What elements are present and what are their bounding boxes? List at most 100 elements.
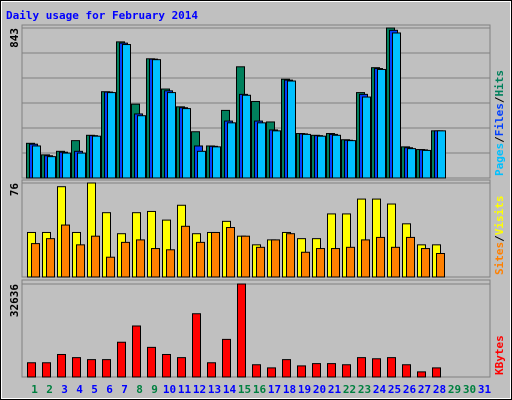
bar bbox=[346, 246, 355, 278]
x-tick-label: 10 bbox=[163, 383, 176, 396]
bar bbox=[32, 145, 41, 179]
legend-entry: Files bbox=[493, 103, 506, 136]
bar bbox=[47, 156, 56, 179]
x-tick-label: 17 bbox=[268, 383, 281, 396]
bar bbox=[166, 249, 175, 278]
x-tick-label: 27 bbox=[418, 383, 431, 396]
x-tick-label: 24 bbox=[373, 383, 387, 396]
bar bbox=[147, 346, 156, 378]
x-tick-label: 23 bbox=[358, 383, 371, 396]
panel bbox=[21, 279, 491, 378]
x-tick-label: 13 bbox=[208, 383, 221, 396]
bar bbox=[391, 246, 400, 278]
bar bbox=[422, 149, 431, 179]
bar bbox=[392, 32, 401, 179]
bar bbox=[271, 239, 280, 278]
bar bbox=[377, 68, 386, 179]
x-tick-label: 14 bbox=[223, 383, 237, 396]
x-tick-label: 16 bbox=[253, 383, 267, 396]
bar bbox=[242, 94, 251, 179]
bar bbox=[362, 96, 371, 179]
bar bbox=[152, 59, 161, 179]
x-tick-label: 1 bbox=[31, 383, 38, 396]
bar bbox=[167, 92, 176, 179]
x-tick-label: 30 bbox=[463, 383, 476, 396]
bar bbox=[347, 140, 356, 179]
bar bbox=[332, 134, 341, 179]
legend-entry: Pages bbox=[493, 143, 506, 176]
bar bbox=[342, 364, 351, 378]
bar bbox=[57, 353, 66, 378]
bar bbox=[241, 235, 250, 278]
bar bbox=[222, 338, 231, 378]
bar bbox=[136, 239, 145, 278]
bar bbox=[437, 130, 446, 179]
bar bbox=[192, 313, 201, 378]
x-tick-label: 31 bbox=[478, 383, 492, 396]
bar bbox=[387, 357, 396, 378]
bar bbox=[151, 248, 160, 278]
bar bbox=[46, 238, 55, 278]
x-tick-label: 12 bbox=[193, 383, 206, 396]
bar bbox=[417, 371, 426, 378]
bar bbox=[76, 244, 85, 278]
chart-title: Daily usage for February 2014 bbox=[6, 9, 198, 22]
x-tick-label: 20 bbox=[313, 383, 326, 396]
bar bbox=[297, 365, 306, 378]
bar bbox=[361, 239, 370, 278]
bar bbox=[122, 44, 131, 179]
bar bbox=[102, 359, 111, 378]
legend-separator: / bbox=[493, 235, 506, 242]
bar bbox=[137, 115, 146, 179]
legend-entry: KBytes bbox=[493, 335, 506, 375]
bar bbox=[421, 248, 430, 278]
x-tick-label: 8 bbox=[136, 383, 143, 396]
bar bbox=[372, 358, 381, 378]
bar bbox=[256, 246, 265, 278]
y-tick-label: 32636 bbox=[8, 284, 21, 317]
x-tick-label: 4 bbox=[76, 383, 83, 396]
bar bbox=[286, 233, 295, 278]
bar bbox=[316, 248, 325, 278]
x-tick-label: 18 bbox=[283, 383, 296, 396]
bar bbox=[301, 251, 310, 278]
bar bbox=[162, 353, 171, 378]
x-tick-label: 25 bbox=[388, 383, 401, 396]
bar bbox=[182, 108, 191, 179]
bar bbox=[42, 362, 51, 378]
x-tick-label: 3 bbox=[61, 383, 68, 396]
x-tick-label: 9 bbox=[151, 383, 158, 396]
bar bbox=[317, 135, 326, 179]
bar bbox=[432, 367, 441, 378]
bar bbox=[282, 359, 291, 378]
bar bbox=[87, 359, 96, 378]
bar bbox=[312, 363, 321, 378]
bar bbox=[31, 243, 40, 278]
legend: Pages/Files/Hits bbox=[493, 70, 506, 176]
bar bbox=[211, 231, 220, 278]
legend: Sites/Visits bbox=[493, 196, 506, 276]
bar bbox=[272, 130, 281, 179]
legend-entry: Sites bbox=[493, 242, 506, 275]
x-tick-label: 21 bbox=[328, 383, 342, 396]
bar bbox=[252, 364, 261, 378]
bar bbox=[181, 225, 190, 278]
x-tick-label: 28 bbox=[433, 383, 446, 396]
bar bbox=[27, 362, 36, 378]
bar bbox=[436, 253, 445, 278]
bar bbox=[226, 227, 235, 278]
bar bbox=[61, 224, 70, 278]
bar bbox=[357, 357, 366, 378]
bar bbox=[117, 341, 126, 378]
legend-entry: Hits bbox=[493, 70, 506, 97]
y-tick-label: 843 bbox=[8, 28, 21, 48]
bar bbox=[407, 148, 416, 179]
x-tick-label: 6 bbox=[106, 383, 113, 396]
x-tick-label: 2 bbox=[46, 383, 53, 396]
bar bbox=[207, 362, 216, 378]
x-tick-label: 5 bbox=[91, 383, 98, 396]
bar bbox=[402, 364, 411, 378]
x-tick-label: 11 bbox=[178, 383, 192, 396]
